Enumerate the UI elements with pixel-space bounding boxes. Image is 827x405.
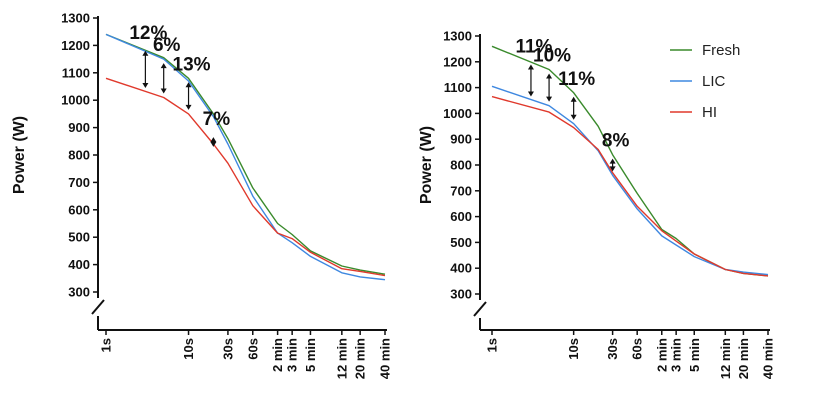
annotation-arrow-head-up [546,73,553,79]
annotation-arrow-head-up [185,82,192,88]
y-tick-label: 400 [450,261,472,276]
y-tick-label: 1000 [443,106,472,121]
series-line-lic [491,85,769,276]
x-tick-label: 5 min [303,338,318,372]
annotation-label: 7% [203,109,231,130]
annotation-arrow-head-up [527,64,534,70]
y-tick-label: 900 [68,120,90,135]
y-axis-break-mark [91,299,105,315]
y-tick-label: 1100 [444,80,472,95]
annotation-arrow-head-down [160,88,167,94]
legend-label: Fresh [702,42,740,59]
annotation-arrow-head-down [527,91,534,97]
annotation-arrow-head-down [570,114,577,120]
annotation-arrow-head-up [609,158,616,164]
y-tick-label: 1200 [443,54,472,69]
series-line-lic [105,33,386,281]
legend-label: LIC [702,73,726,90]
x-tick-label: 3 min [285,338,300,372]
x-tick-label: 10s [566,338,581,360]
x-tick-label: 30s [220,338,235,360]
y-tick-label: 1300 [61,11,90,26]
y-axis-label: Power (W) [418,126,435,204]
y-tick-label: 700 [450,183,472,198]
series-line-fresh [491,45,769,277]
x-tick-label: 60s [630,338,645,360]
x-tick-label: 12 min [334,338,349,379]
x-tick-label: 12 min [718,338,733,379]
y-tick-label: 500 [68,230,90,245]
y-tick-label: 600 [68,202,90,217]
annotation-arrow-head-up [142,50,149,56]
x-tick-label: 1s [485,338,500,352]
x-tick-label: 3 min [669,338,684,372]
y-axis-break-mark [473,301,487,317]
annotation-arrow-head-down [142,82,149,88]
x-tick-label: 5 min [687,338,702,372]
x-tick-label: 60s [245,338,260,360]
annotation-label: 12% [129,23,167,44]
annotation-label: 11% [558,69,595,90]
y-tick-label: 1100 [62,65,90,80]
annotation-arrow-head-down [210,141,217,147]
x-tick-label: 30s [605,338,620,360]
chart-panel-1: 300 400 500 600 700 800 900 1000 1100 1200 1300 Pow… [11,11,393,380]
chart-panel-2: 300 400 500 600 700 800 900 1000 1100 1200 1300 Pow… [418,29,776,380]
y-tick-label: 1300 [443,29,472,44]
x-tick-label: 2 min [654,338,669,372]
x-tick-label: 2 min [270,338,285,372]
x-tick-label: 10s [181,338,196,360]
y-axis-label: Power (W) [11,116,28,194]
y-tick-label: 600 [450,209,472,224]
y-tick-label: 400 [68,257,90,272]
series-line-fresh [105,33,386,275]
y-tick-label: 300 [450,287,472,302]
x-tick-label: 20 min [736,338,751,379]
annotation-arrow-head-up [210,137,217,143]
series-line-hi [491,95,769,277]
x-tick-label: 20 min [353,338,368,379]
y-tick-label: 300 [68,285,90,300]
annotation-arrow-head-down [185,104,192,110]
x-tick-label: 1s [99,338,114,352]
annotation-arrow-head-down [546,96,553,102]
series-line-hi [105,77,386,277]
y-tick-label: 800 [68,148,90,163]
y-tick-label: 500 [450,235,472,250]
annotation-label: 11% [515,37,552,58]
annotation-arrow-head-down [609,166,616,172]
annotation-label: 13% [173,54,211,75]
annotation-label: 6% [153,35,181,56]
annotation-arrow-head-up [570,96,577,102]
y-tick-label: 1200 [61,38,90,53]
y-tick-label: 900 [450,132,472,147]
y-tick-label: 800 [450,158,472,173]
x-tick-label: 40 min [378,338,393,379]
annotation-label: 8% [602,131,630,152]
annotation-arrow-head-up [160,63,167,69]
annotation-label: 10% [533,46,571,67]
legend-label: HI [702,104,717,121]
x-tick-label: 40 min [761,338,776,379]
y-tick-label: 1000 [61,93,90,108]
y-tick-label: 700 [68,175,90,190]
